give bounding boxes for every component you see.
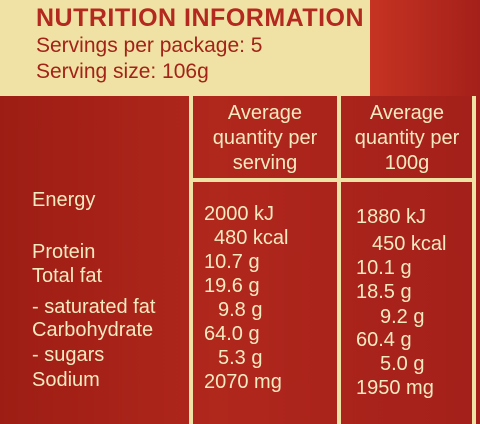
row-label-carbohydrate: Carbohydrate	[32, 319, 154, 341]
row-label-sugars: - sugars	[32, 344, 105, 366]
value-per-100g: 450 kcal	[372, 233, 447, 255]
value-per-serving: 64.0 g	[204, 323, 260, 345]
servings-per-package: Servings per package: 5	[36, 34, 263, 57]
value-per-serving: 2070 mg	[204, 371, 282, 393]
header-line: quantity per	[212, 127, 318, 149]
value-per-100g: 60.4 g	[356, 329, 412, 351]
header-border	[370, 0, 480, 96]
value-per-serving: 5.3 g	[218, 347, 263, 369]
value-per-100g: 1880 kJ	[356, 206, 427, 228]
panel-title: NUTRITION INFORMATION	[36, 4, 365, 32]
value-per-serving: 2000 kJ	[204, 203, 275, 225]
value-per-100g: 18.5 g	[356, 281, 412, 303]
value-per-100g: 9.2 g	[380, 306, 425, 328]
row-label-protein: Protein	[32, 241, 96, 263]
header-line: serving	[232, 152, 298, 174]
row-label-total-fat: Total fat	[32, 265, 103, 287]
value-per-100g: 5.0 g	[380, 353, 425, 375]
header-divider	[189, 178, 476, 182]
column-header-per-serving: Average quantity per serving	[196, 101, 334, 176]
value-per-serving: 480 kcal	[214, 227, 289, 249]
row-label-saturated-fat: - saturated fat	[32, 296, 156, 318]
serving-size: Serving size: 106g	[36, 60, 209, 83]
column-divider-2	[337, 96, 341, 424]
header-line: Average	[227, 102, 303, 124]
header-line: 100g	[384, 152, 430, 174]
column-header-per-100g: Average quantity per 100g	[342, 101, 472, 176]
value-per-serving: 9.8 g	[218, 299, 263, 321]
value-per-serving: 19.6 g	[204, 275, 260, 297]
row-label-sodium: Sodium	[32, 369, 100, 391]
header-line: Average	[369, 102, 445, 124]
value-per-100g: 1950 mg	[356, 377, 434, 399]
row-label-energy: Energy	[32, 189, 96, 211]
value-per-serving: 10.7 g	[204, 251, 260, 273]
header-line: quantity per	[354, 127, 460, 149]
column-divider-1	[189, 96, 193, 424]
value-per-100g: 10.1 g	[356, 257, 412, 279]
column-divider-3	[472, 96, 476, 424]
panel-header	[0, 0, 370, 96]
